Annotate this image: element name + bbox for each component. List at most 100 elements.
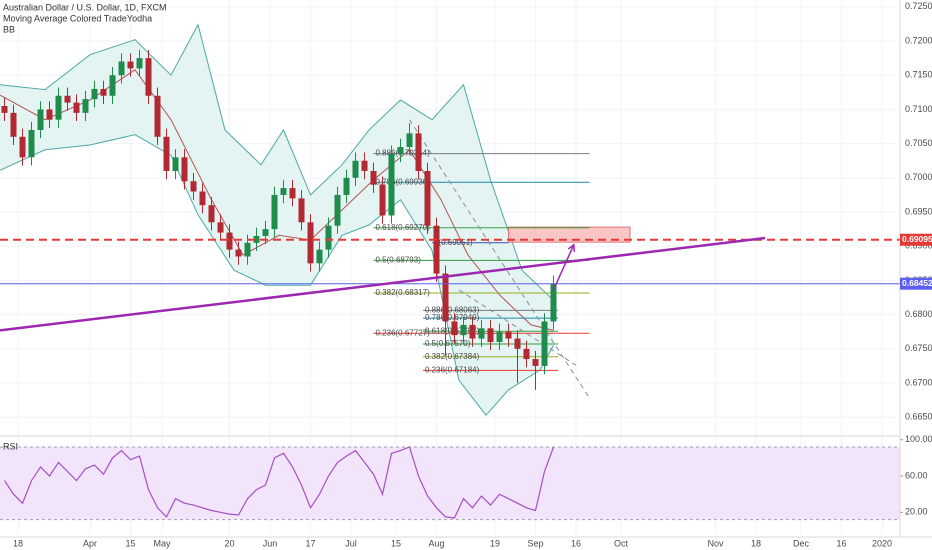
candle-body bbox=[496, 331, 503, 342]
fib-label: 0.382(0.68317) bbox=[376, 288, 431, 297]
candle-body bbox=[37, 109, 44, 130]
x-tick-label: 18 bbox=[751, 538, 761, 548]
candle-body bbox=[244, 242, 251, 257]
price-tag-label: 0.69095 bbox=[902, 234, 932, 244]
candle-body bbox=[217, 222, 224, 233]
plot: 0.886(0.70354)0.786(0.69936)0.618(0.6927… bbox=[0, 23, 900, 416]
candle-body bbox=[388, 153, 395, 216]
indicator-label: Moving Average Colored TradeYodha bbox=[3, 13, 152, 23]
x-tick-label: 20 bbox=[224, 538, 234, 548]
rsi-tick-label: 100.00 bbox=[905, 434, 932, 444]
candle-body bbox=[523, 348, 530, 360]
x-tick-label: Apr bbox=[83, 538, 97, 548]
fib-label: 0.236(0.67184) bbox=[425, 366, 480, 375]
bb-upper bbox=[0, 23, 554, 301]
indicator-label: BB bbox=[3, 24, 15, 34]
x-tick-label: 19 bbox=[490, 538, 500, 548]
candle-body bbox=[145, 58, 152, 96]
x-tick-label: Sep bbox=[527, 538, 543, 548]
fib-label: 0.5(0.67570) bbox=[425, 339, 471, 348]
candle-body bbox=[28, 129, 35, 158]
candle-body bbox=[505, 331, 512, 339]
rsi-panel bbox=[0, 439, 903, 521]
candle-body bbox=[532, 359, 539, 366]
candle-body bbox=[271, 194, 278, 230]
candle-body bbox=[316, 249, 323, 264]
price-tag bbox=[900, 233, 932, 246]
candle-body bbox=[469, 324, 476, 339]
candle-body bbox=[352, 160, 359, 178]
candle-body bbox=[64, 95, 71, 103]
fib-label: 0.786(0.67949) bbox=[425, 313, 480, 322]
chart-title: Australian Dollar / U.S. Dollar, 1D, FXC… bbox=[3, 2, 167, 12]
fib-label: 0.786(0.69936) bbox=[376, 177, 431, 186]
zone bbox=[508, 226, 631, 243]
candle-body bbox=[136, 58, 143, 69]
rsi-tick-label: 20.00 bbox=[905, 507, 928, 517]
candle-body bbox=[10, 112, 17, 137]
price-tag bbox=[900, 277, 932, 290]
candle-body bbox=[460, 324, 467, 336]
bb-lower bbox=[0, 134, 554, 416]
candle-body bbox=[478, 328, 485, 339]
candle-body bbox=[19, 136, 26, 158]
candle-body bbox=[118, 61, 125, 76]
x-tick-label: Oct bbox=[614, 538, 629, 548]
candle-body bbox=[127, 61, 134, 69]
candle-body bbox=[451, 321, 458, 336]
candle-body bbox=[82, 99, 89, 113]
arrow-head bbox=[567, 243, 576, 252]
candle-body bbox=[406, 133, 413, 148]
x-tick-label: 2020 bbox=[872, 538, 892, 548]
candle-body bbox=[235, 249, 242, 257]
x-tick-label: 18 bbox=[13, 538, 23, 548]
candle-body bbox=[226, 232, 233, 250]
candle-body bbox=[361, 160, 368, 171]
x-tick-label: 15 bbox=[391, 538, 401, 548]
y-tick-label: 0.66500 bbox=[905, 412, 932, 422]
candle-body bbox=[289, 188, 296, 199]
candle-body bbox=[1, 106, 8, 113]
x-tick-label: May bbox=[153, 538, 171, 548]
candle-body bbox=[550, 283, 557, 322]
x-tick-label: 15 bbox=[125, 538, 135, 548]
candle-body bbox=[514, 338, 521, 349]
candle-body bbox=[325, 225, 332, 250]
price-tag-label: 0.68452 bbox=[902, 278, 932, 288]
candle-body bbox=[172, 157, 179, 171]
rsi-line bbox=[3, 446, 555, 519]
fib-label: 0.886(0.68063) bbox=[425, 305, 480, 314]
x-tick-label: 17 bbox=[305, 538, 315, 548]
candle-body bbox=[280, 188, 287, 195]
rsi-band bbox=[0, 446, 900, 520]
candle-body bbox=[190, 181, 197, 192]
candle-body bbox=[424, 170, 431, 226]
candle-body bbox=[433, 225, 440, 274]
candle-body bbox=[298, 198, 305, 223]
candle-body bbox=[262, 229, 269, 236]
dashed-trend bbox=[409, 119, 590, 399]
candle-body bbox=[487, 328, 494, 342]
candle-body bbox=[379, 184, 386, 216]
candle-body bbox=[334, 194, 341, 226]
candle-body bbox=[253, 235, 260, 243]
trend-line bbox=[0, 236, 766, 332]
candle-body bbox=[415, 133, 422, 171]
x-tick-label: Nov bbox=[707, 538, 724, 548]
candle-body bbox=[154, 95, 161, 137]
arrow bbox=[552, 244, 575, 291]
candle-body bbox=[343, 177, 350, 195]
candle-body bbox=[397, 147, 404, 154]
candle-body bbox=[100, 88, 107, 96]
candle-body bbox=[208, 205, 215, 223]
